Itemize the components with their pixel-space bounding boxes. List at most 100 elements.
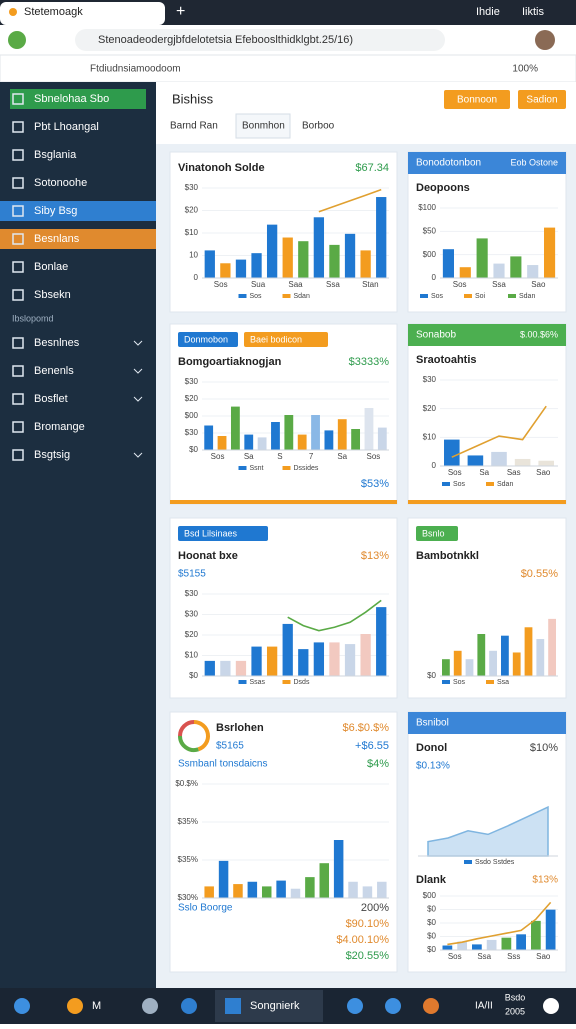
tab[interactable]: Bonmhon: [242, 121, 285, 132]
profile-icon: [8, 31, 26, 49]
card-header-value: $.00.$6%: [520, 329, 558, 339]
tick-label: $0: [427, 905, 436, 914]
bar: [501, 937, 512, 950]
taskbar-icon[interactable]: [14, 998, 30, 1014]
legend-swatch: [282, 466, 291, 470]
address-bar[interactable]: [75, 29, 445, 51]
bar: [344, 644, 356, 676]
taskbar-icon[interactable]: [142, 998, 158, 1014]
new-tab[interactable]: +: [176, 3, 185, 20]
card-header-value: Eob Ostone: [510, 157, 558, 167]
avatar[interactable]: [535, 30, 555, 50]
bar: [305, 877, 315, 898]
bar: [476, 238, 488, 278]
donut-segment: [193, 720, 210, 752]
bar: [376, 607, 387, 676]
nav-icon: [12, 365, 24, 377]
nav-icon: [12, 149, 24, 161]
x-tick-label: Sos: [448, 468, 462, 477]
tick-label: $35%: [178, 817, 198, 826]
card-text: Vinatonoh Solde: [178, 162, 265, 174]
bar: [514, 458, 531, 466]
tick-label: $20: [185, 206, 199, 215]
main-header: [156, 82, 576, 144]
taskbar-icon[interactable]: [67, 998, 83, 1014]
bar: [329, 244, 340, 278]
card-accent: [170, 500, 397, 504]
bar: [235, 259, 247, 278]
legend-swatch: [486, 680, 494, 684]
bar: [364, 408, 374, 450]
button-label[interactable]: Bonnoon: [457, 95, 497, 106]
nav-item[interactable]: Siby Bsg: [34, 205, 77, 217]
legend-swatch: [486, 482, 494, 486]
taskbar-icon[interactable]: [543, 998, 559, 1014]
tab[interactable]: [0, 2, 165, 25]
legend-label: Sos: [250, 293, 263, 300]
nav-item[interactable]: Sotonoohe: [34, 177, 87, 189]
bar: [491, 451, 507, 466]
tab[interactable]: Borboo: [302, 121, 335, 132]
bar: [290, 888, 301, 898]
tick-label: $35%: [178, 855, 198, 864]
button-label[interactable]: Sadion: [526, 95, 557, 106]
x-tick-label: Sao: [536, 952, 551, 961]
nav-highlight: [10, 89, 146, 109]
footer-value: $4.00.10%: [336, 934, 389, 946]
taskbar-icon[interactable]: [423, 998, 439, 1014]
tick-label: $100: [418, 203, 436, 212]
x-tick-label: Sss: [507, 952, 520, 961]
tick-label: $0: [427, 671, 436, 680]
tab-title[interactable]: Stetemoagk: [24, 6, 83, 18]
taskbar-app-label[interactable]: Songnierk: [250, 1000, 300, 1012]
card-value: $4%: [367, 758, 389, 770]
card-text: Hoonat bxe: [178, 550, 238, 562]
x-tick-label: Saa: [288, 280, 303, 289]
x-tick-label: Sa: [244, 452, 254, 461]
tab[interactable]: Barnd Ran: [170, 121, 218, 132]
card-accent: [408, 500, 566, 504]
bar: [377, 427, 387, 450]
x-tick-label: Sos: [448, 952, 462, 961]
nav-item[interactable]: Bsgtsig: [34, 449, 70, 461]
nav-icon: [12, 289, 24, 301]
bar: [351, 429, 361, 450]
button[interactable]: [444, 90, 510, 109]
legend-label: Sos: [453, 679, 466, 686]
legend-label: Ssnt: [250, 465, 264, 472]
bar: [489, 650, 497, 676]
nav-item[interactable]: Benenls: [34, 365, 74, 377]
taskbar-icon[interactable]: [347, 998, 363, 1014]
chart-value: $13%: [532, 875, 558, 886]
bar: [261, 886, 272, 898]
nav-item[interactable]: Sbnelohaa Sbo: [34, 93, 109, 105]
card-text: Bambotnkkl: [416, 550, 479, 562]
card: [407, 151, 567, 313]
x-tick-label: Sa: [479, 468, 489, 477]
bar: [477, 634, 486, 676]
nav-item[interactable]: Sbsekn: [34, 289, 71, 301]
nav-item[interactable]: Bosflet: [34, 393, 68, 405]
nav-item[interactable]: Pbt Lhoangal: [34, 121, 99, 133]
legend-swatch: [508, 294, 516, 298]
card-header-title: Bsnibol: [416, 718, 449, 729]
bar: [220, 660, 231, 676]
bar: [204, 886, 214, 898]
nav-item[interactable]: Bonlae: [34, 261, 68, 273]
tick-label: $30%: [178, 893, 198, 902]
taskbar-icon[interactable]: [385, 998, 401, 1014]
nav-item[interactable]: Besnlnes: [34, 337, 80, 349]
tick-label: $30: [185, 589, 199, 598]
nav-item[interactable]: Bromange: [34, 421, 85, 433]
nav-item[interactable]: Besnlans: [34, 233, 80, 245]
legend-swatch: [420, 294, 428, 298]
footer-value: 200%: [361, 902, 389, 914]
taskbar-icon[interactable]: [181, 998, 197, 1014]
card: [169, 323, 398, 505]
button[interactable]: [518, 90, 566, 109]
bar: [218, 860, 229, 898]
nav-icon: [12, 261, 24, 273]
x-tick-label: Sos: [214, 280, 228, 289]
nav-item[interactable]: Bsglania: [34, 149, 77, 161]
bookmark: Ftdiudnsiamoodoom: [90, 64, 181, 75]
